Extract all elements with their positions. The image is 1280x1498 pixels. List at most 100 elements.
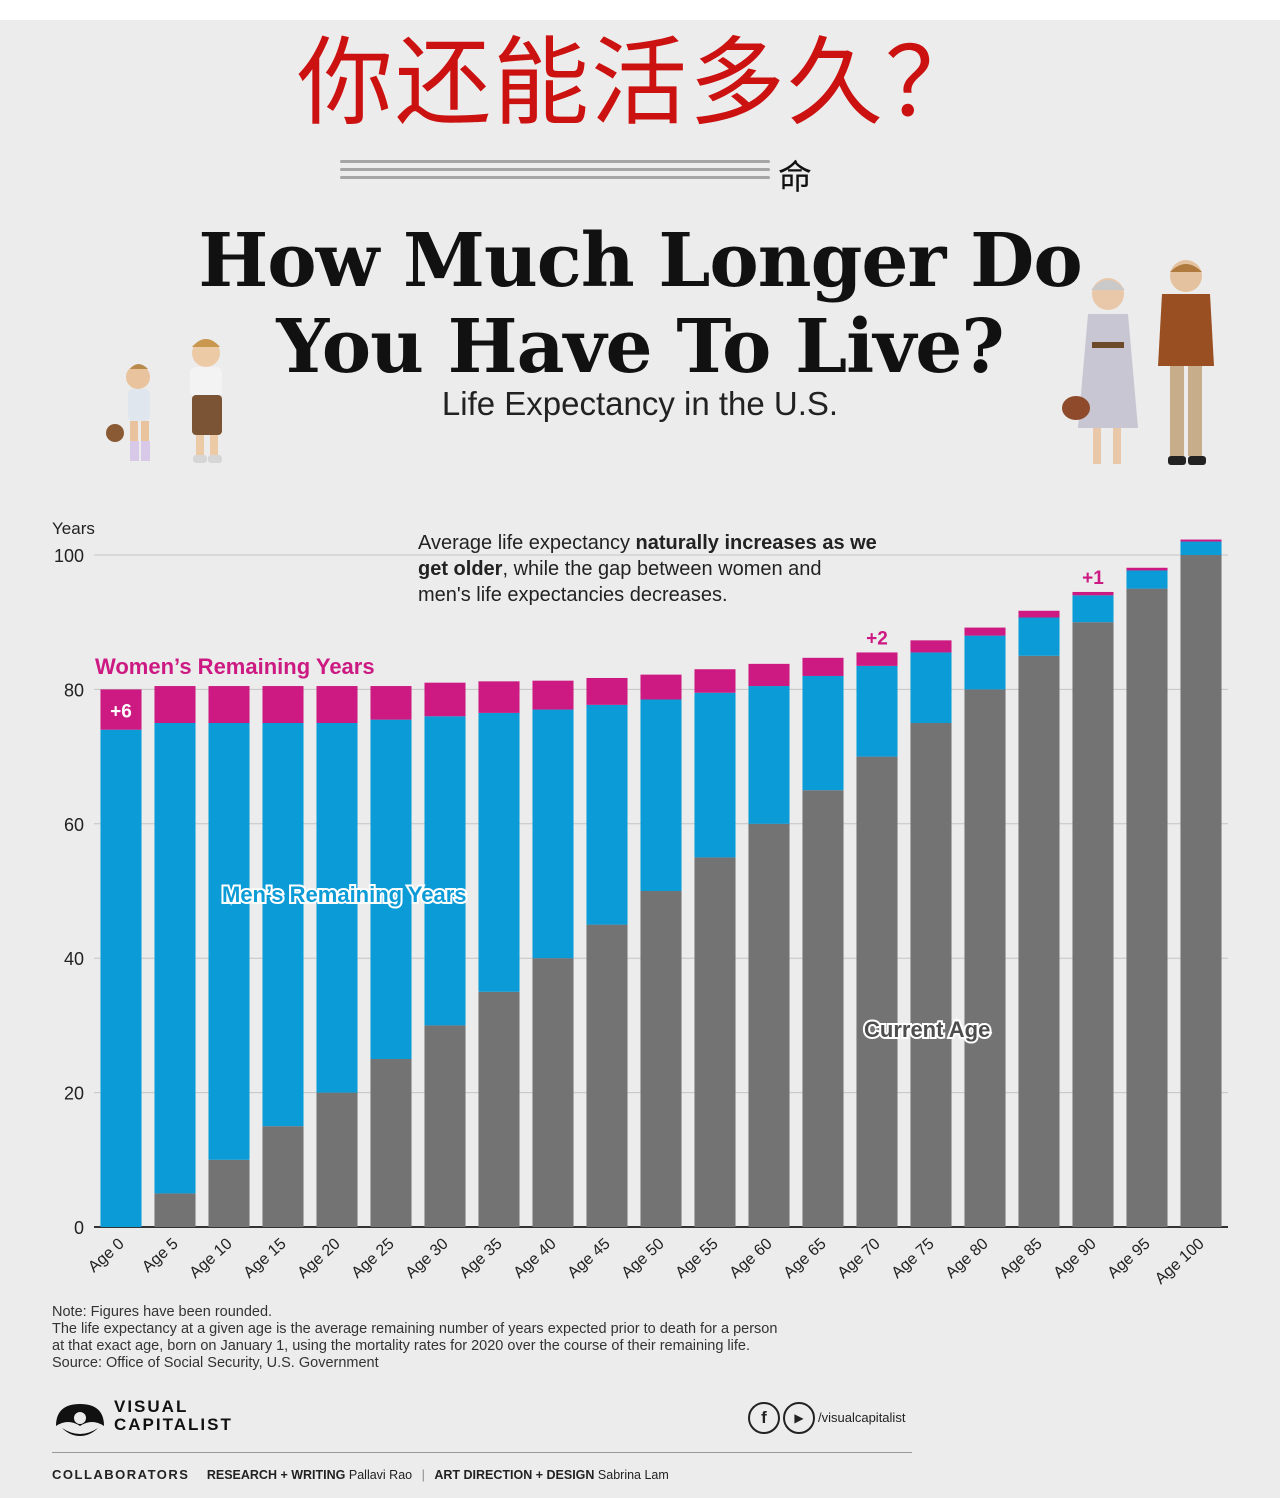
- x-tick-label: Age 95: [1105, 1235, 1154, 1282]
- x-tick-label: Age 25: [349, 1235, 398, 1282]
- x-tick-label: Age 85: [997, 1235, 1046, 1282]
- credit-role-1: RESEARCH + WRITING: [206, 1468, 346, 1482]
- x-tick-label: Age 0: [85, 1235, 128, 1276]
- bar-current-age: [154, 1193, 196, 1227]
- bar-women: [856, 652, 898, 666]
- bar-men: [424, 716, 466, 1026]
- credits-heading: COLLABORATORS: [52, 1467, 190, 1482]
- x-tick-label: Age 45: [565, 1235, 614, 1282]
- title-line-2: You Have To Live?: [276, 304, 1004, 390]
- page-title: How Much Longer Do You Have To Live?: [0, 218, 1280, 390]
- bar-women: [424, 682, 466, 717]
- gap-label: +1: [1082, 568, 1104, 589]
- overlay-chinese-title: 你还能活多久？: [297, 27, 983, 139]
- bar-women: [640, 674, 682, 700]
- bar-women: [1126, 567, 1168, 571]
- chart-annotation: Average life expectancy naturally increa…: [418, 530, 878, 608]
- visual-capitalist-logo[interactable]: VISUAL CAPITALIST: [52, 1396, 231, 1440]
- bar-men: [586, 704, 628, 925]
- bar-current-age: [1180, 555, 1222, 1227]
- bar-men: [856, 665, 898, 757]
- note-line-2: The life expectancy at a given age is th…: [52, 1321, 778, 1337]
- bar-women: [910, 640, 952, 653]
- x-tick-label: Age 35: [457, 1235, 506, 1282]
- bar-men: [802, 675, 844, 791]
- credit-name-1: Pallavi Rao: [348, 1468, 413, 1482]
- logo-mark-icon: [56, 1404, 104, 1436]
- bar-current-age: [586, 924, 628, 1227]
- bar-current-age: [316, 1092, 358, 1227]
- bar-current-age: [424, 1025, 466, 1227]
- x-tick-label: Age 30: [403, 1235, 452, 1282]
- bar-men: [316, 723, 358, 1093]
- credits: COLLABORATORS RESEARCH + WRITING Pallavi…: [52, 1467, 669, 1482]
- bar-current-age: [370, 1059, 412, 1227]
- x-tick-label: Age 5: [139, 1235, 182, 1276]
- chart-notes: Note: Figures have been rounded. The lif…: [52, 1304, 852, 1372]
- bar-women: [586, 677, 628, 705]
- bar-men: [1072, 595, 1114, 623]
- bar-men: [640, 699, 682, 891]
- x-tick-label: Age 90: [1051, 1235, 1100, 1282]
- social-handle[interactable]: /visualcapitalist: [818, 1410, 906, 1425]
- bar-men: [1126, 570, 1168, 589]
- bar-current-age: [208, 1159, 250, 1227]
- footer-divider: [52, 1452, 912, 1453]
- bar-current-age: [802, 790, 844, 1227]
- x-tick-label: Age 10: [187, 1235, 236, 1282]
- note-line-1: Note: Figures have been rounded.: [52, 1304, 273, 1320]
- overlay-decorative-lines: [340, 160, 770, 186]
- bar-women: [532, 680, 574, 710]
- children-figurines-illustration: [106, 339, 222, 463]
- bar-women: [208, 686, 250, 723]
- y-tick-label: 20: [64, 1084, 84, 1104]
- bar-men: [154, 723, 196, 1194]
- y-tick-label: 40: [64, 949, 84, 969]
- series-label-current-age: Current Age: [864, 1017, 990, 1042]
- x-tick-label: Age 80: [943, 1235, 992, 1282]
- note-source: Source: Office of Social Security, U.S. …: [52, 1355, 379, 1371]
- bar-men: [1180, 541, 1222, 555]
- x-tick-label: Age 70: [835, 1235, 884, 1282]
- gap-label: +2: [866, 628, 888, 649]
- bar-women: [262, 686, 304, 723]
- bar-women: [100, 689, 142, 730]
- x-tick-label: Age 65: [781, 1235, 830, 1282]
- y-axis-label: Years: [52, 519, 95, 538]
- bar-current-age: [856, 756, 898, 1227]
- bar-current-age: [1126, 588, 1168, 1227]
- bar-current-age: [910, 723, 952, 1227]
- x-tick-label: Age 75: [889, 1235, 938, 1282]
- x-tick-label: Age 15: [241, 1235, 290, 1282]
- bar-men: [208, 723, 250, 1160]
- bar-women: [964, 627, 1006, 636]
- title-line-1: How Much Longer Do: [198, 218, 1082, 304]
- bar-men: [532, 709, 574, 959]
- y-tick-label: 100: [54, 546, 84, 566]
- bar-current-age: [1072, 622, 1114, 1227]
- chart-labels: +6 +2 +1 Women’s Remaining Years Men’s Remai…: [95, 568, 1104, 1044]
- bar-women: [478, 681, 520, 713]
- bar-men: [694, 692, 736, 858]
- annotation-bold: naturally increases as we get older: [418, 532, 877, 580]
- bar-current-age: [532, 958, 574, 1227]
- bar-current-age: [262, 1126, 304, 1227]
- facebook-icon[interactable]: f: [748, 1402, 780, 1434]
- top-strip: [0, 0, 1280, 20]
- x-tick-label: Age 60: [727, 1235, 776, 1282]
- credit-role-2: ART DIRECTION + DESIGN: [434, 1468, 595, 1482]
- credit-name-2: Sabrina Lam: [597, 1468, 669, 1482]
- page-subtitle: Life Expectancy in the U.S.: [441, 385, 839, 422]
- bar-current-age: [640, 891, 682, 1227]
- x-tick-label: Age 50: [619, 1235, 668, 1282]
- x-tick-label: Age 40: [511, 1235, 560, 1282]
- youtube-icon[interactable]: ▶: [783, 1402, 815, 1434]
- series-label-women: Women’s Remaining Years: [95, 654, 375, 679]
- bar-men: [478, 712, 520, 992]
- y-tick-label: 80: [64, 680, 84, 700]
- chart-bars: [100, 539, 1222, 1227]
- bar-women: [370, 686, 412, 720]
- x-tick-label: Age 55: [673, 1235, 722, 1282]
- annotation-text-2: , while the gap between women and men's …: [418, 558, 822, 606]
